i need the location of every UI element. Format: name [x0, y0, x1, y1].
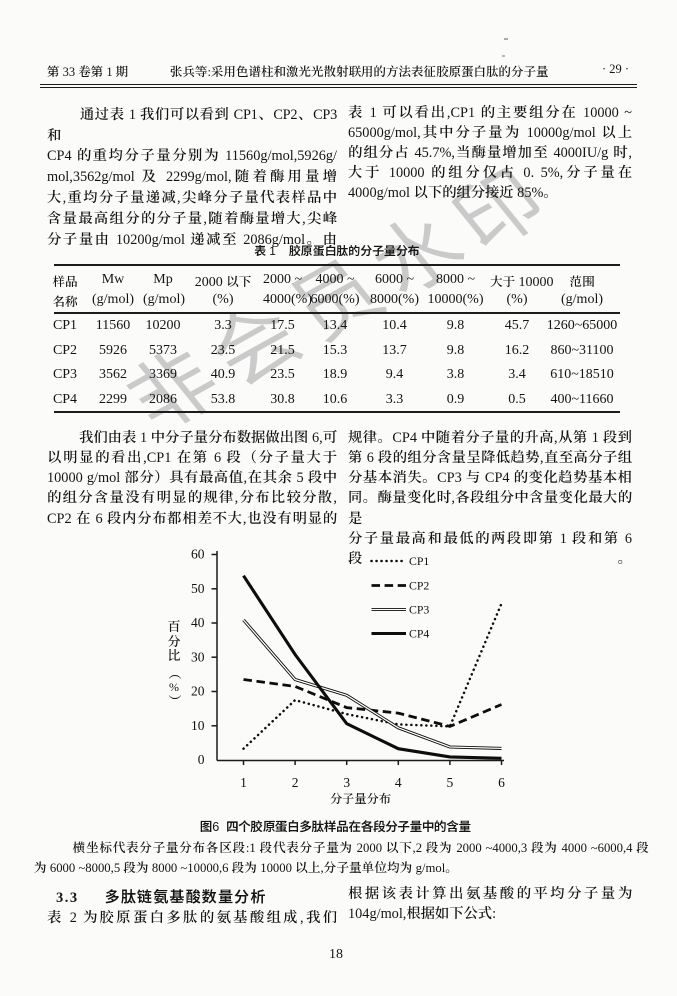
svg-text:CP1: CP1: [409, 554, 429, 568]
svg-text:CP3: CP3: [409, 603, 429, 617]
svg-text:50: 50: [191, 581, 205, 596]
svg-text:40: 40: [191, 615, 205, 630]
svg-text:20: 20: [191, 684, 205, 699]
svg-text:30: 30: [191, 650, 205, 665]
svg-text:1: 1: [240, 775, 247, 790]
svg-text:CP2: CP2: [409, 579, 429, 593]
svg-text:60: 60: [191, 547, 205, 562]
svg-text:10: 10: [191, 718, 205, 733]
svg-text:CP4: CP4: [409, 627, 429, 641]
svg-text:4: 4: [395, 775, 402, 790]
svg-text:5: 5: [447, 775, 454, 790]
svg-text:2: 2: [292, 775, 299, 790]
svg-text:0: 0: [198, 752, 205, 767]
svg-text:6: 6: [498, 775, 505, 790]
svg-text:3: 3: [343, 775, 350, 790]
